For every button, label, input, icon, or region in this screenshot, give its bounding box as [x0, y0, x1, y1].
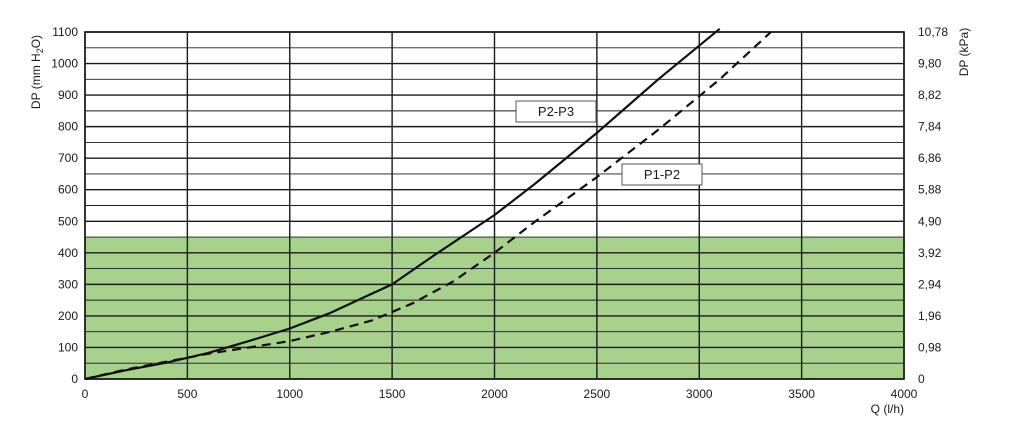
- y2-tick-label: 1,96: [918, 309, 942, 323]
- y-tick-label: 0: [71, 372, 78, 386]
- y2-tick-label: 5,88: [918, 183, 942, 197]
- label-box-p2-p3: P2-P3: [515, 100, 597, 123]
- x-tick-label: 500: [177, 387, 197, 401]
- y2-tick-label: 4,90: [918, 214, 942, 228]
- y-tick-label: 100: [58, 340, 78, 354]
- plot-border: [84, 31, 905, 380]
- y2-tick-label: 0: [918, 372, 925, 386]
- label-box-p1-p2: P1-P2: [621, 163, 703, 186]
- y-tick-label: 300: [58, 277, 78, 291]
- y2-tick-label: 6,86: [918, 151, 942, 165]
- y2-tick-label: 0,98: [918, 340, 942, 354]
- x-tick-label: 4000: [891, 387, 918, 401]
- series-layer: [84, 27, 772, 381]
- tick-labels-layer: 0 500 1000 1500 2000 2500 3000 3500 400001002003…: [51, 25, 948, 401]
- y2-tick-label: 2,94: [918, 277, 942, 291]
- y2-tick-label: 10,78: [918, 25, 948, 39]
- y-tick-label: 600: [58, 183, 78, 197]
- y-tick-label: 500: [58, 214, 78, 228]
- y-tick-label: 200: [58, 309, 78, 323]
- y-tick-label: 700: [58, 151, 78, 165]
- y2-tick-label: 7,84: [918, 120, 942, 134]
- x-tick-label: 3000: [686, 387, 713, 401]
- plot-frame: [84, 31, 905, 380]
- y-tick-label: 800: [58, 120, 78, 134]
- series-label-p1-p2: P1-P2: [644, 167, 680, 182]
- y-tick-label: 1100: [52, 25, 78, 39]
- x-tick-label: 2500: [584, 387, 611, 401]
- y-tick-label: 1000: [51, 57, 78, 71]
- y2-tick-label: 3,92: [918, 246, 942, 260]
- x-tick-label: 1500: [379, 387, 406, 401]
- x-tick-label: 1000: [276, 387, 303, 401]
- y-tick-label: 900: [58, 88, 78, 102]
- x-tick-label: 0: [82, 387, 89, 401]
- grid-layer: [84, 31, 905, 380]
- x-axis-title: Q (l/h): [871, 402, 904, 416]
- y2-tick-label: 8,82: [918, 88, 942, 102]
- y-axis-title: DP (mm H2O): [29, 35, 45, 109]
- x-tick-label: 3500: [788, 387, 815, 401]
- y2-tick-label: 9,80: [918, 57, 942, 71]
- y-tick-label: 400: [58, 246, 78, 260]
- series-label-p2-p3: P2-P3: [538, 104, 574, 119]
- y2-axis-title: DP (kPa): [957, 28, 971, 76]
- x-tick-label: 2000: [481, 387, 508, 401]
